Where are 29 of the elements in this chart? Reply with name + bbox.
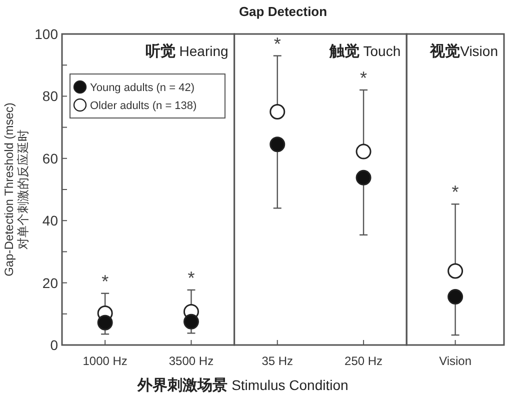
x-axis-title: 外界刺激场景 Stimulus Condition [136,377,348,394]
point [270,104,286,120]
y-tick-label: 80 [42,88,58,104]
annotation: 触觉 Touch [328,43,401,60]
annotation: * [274,34,281,54]
annotation: 听觉 Hearing [145,43,228,60]
y-tick-label: 60 [42,150,58,166]
point [356,170,372,186]
legend-label: Older adults (n = 138) [90,100,197,112]
point [183,314,199,330]
point [356,144,372,160]
point [270,136,286,152]
chart-title: Gap Detection [238,4,328,19]
annotation: * [102,271,109,292]
y-tick-label: 20 [42,274,58,291]
annotation: * [360,68,368,88]
point [97,314,113,330]
annotation: * [452,182,459,202]
x-tick-label: 3500 Hz [168,354,214,368]
annotation: * [188,268,195,288]
x-tick-label: 250 Hz [344,354,383,368]
y-tick-label: 0 [50,337,58,353]
x-tick-label: 1000 Hz [82,354,128,368]
y-tick-label: 40 [42,212,58,229]
x-tick-label: 35 Hz [262,354,294,368]
text: 视觉 [430,43,460,60]
legend-label: Young adults (n = 42) [90,82,194,94]
y-axis-title: Gap-Detection Threshold (msec) 对单个刺激的反应延时 [2,102,30,276]
y-tick-label: 100 [34,26,58,42]
